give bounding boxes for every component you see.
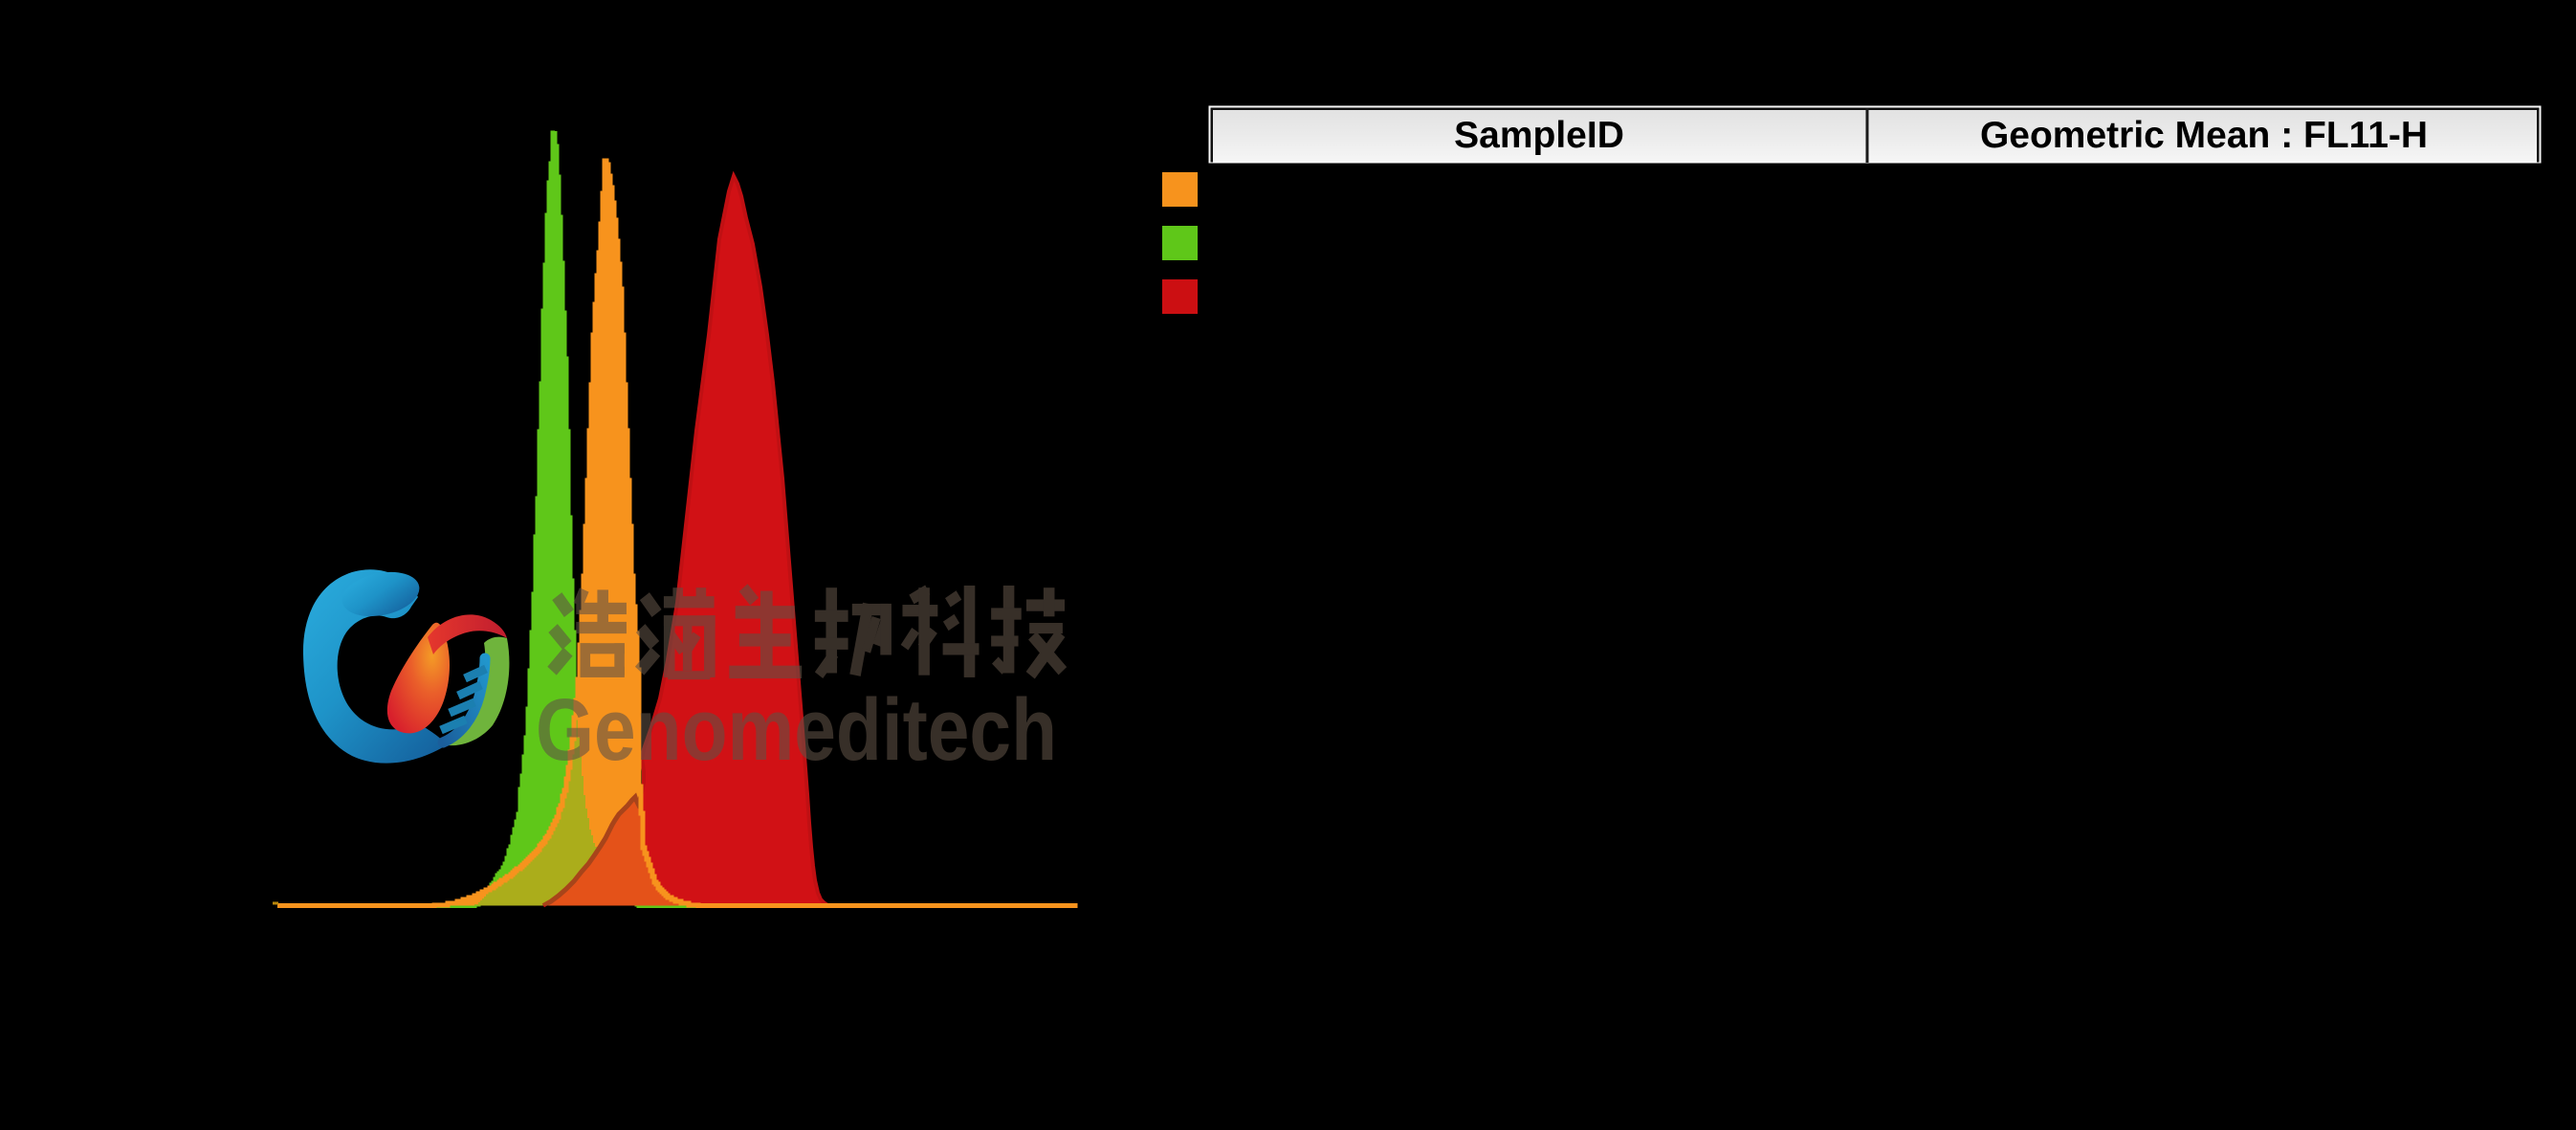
- svg-text:Genomeditech: Genomeditech: [536, 681, 1057, 779]
- svg-text:Geometric Mean : FL11-H: Geometric Mean : FL11-H: [1980, 115, 2428, 156]
- svg-text:SampleID: SampleID: [1454, 115, 1624, 156]
